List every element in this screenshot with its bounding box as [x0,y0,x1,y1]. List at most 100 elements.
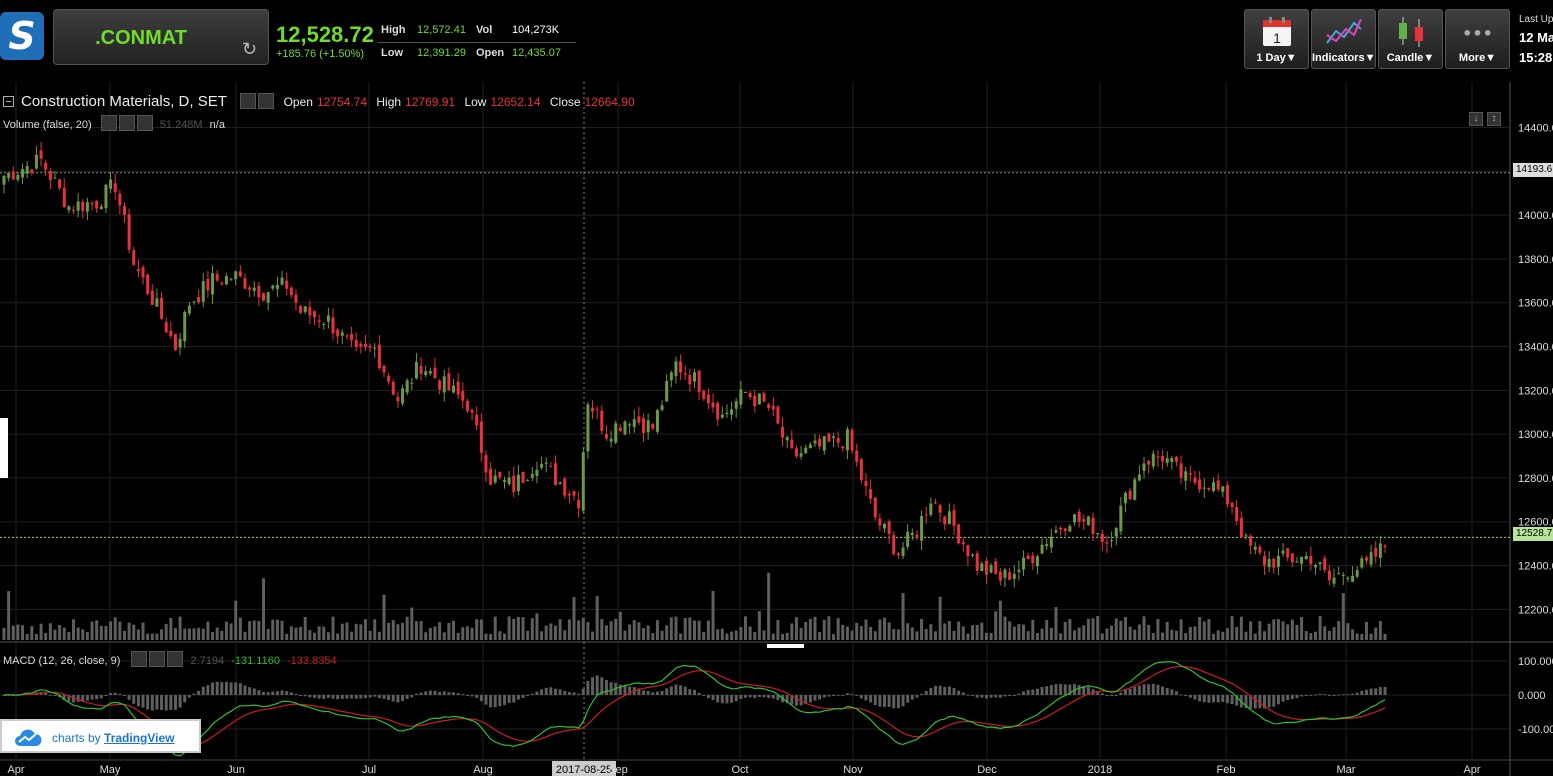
macd-histogram-bar [401,695,405,702]
macd-histogram-bar [1031,689,1035,695]
volume-bar [1258,621,1262,640]
candle-body [1068,526,1072,532]
macd-histogram-bar [859,695,863,699]
macd-histogram-bar [540,689,544,695]
macd-histogram-bar [275,691,279,695]
volume-bar [943,623,947,640]
volume-bar [688,617,692,640]
more-label: More▼ [1458,52,1497,64]
refresh-icon[interactable]: ↻ [242,39,258,59]
macd-histogram-bar [609,682,613,695]
volume-bar [502,633,506,640]
volume-bar [410,607,414,640]
volume-bar [804,621,808,640]
volume-bar [303,616,307,640]
eye-icon[interactable] [100,115,117,131]
more-button[interactable]: ••• More▼ [1445,9,1510,69]
close-icon[interactable] [136,115,153,131]
macd-histogram-bar [790,695,794,705]
macd-histogram-bar [660,690,664,695]
macd-histogram-bar [1323,694,1327,696]
volume-bar [1119,620,1123,640]
macd-histogram-bar [572,692,576,695]
settings-icon[interactable] [118,115,135,131]
macd-histogram-bar [743,695,747,698]
badge-link[interactable]: TradingView [104,731,175,745]
volume-bar [743,616,747,640]
macd-histogram-bar [1378,687,1382,695]
interval-button[interactable]: 1 1 Day▼ [1244,9,1309,69]
macd-histogram-bar [1026,690,1030,695]
macd-histogram-bar [776,695,780,701]
candle-body [600,410,604,431]
volume-bar [1147,624,1151,640]
macd-histogram-bar [558,689,562,695]
volume-bar [67,631,71,640]
candle-body [1300,556,1304,564]
settings-icon[interactable] [258,93,275,109]
collapse-pane-icon[interactable] [3,96,14,107]
volume-bar [252,620,256,640]
macd-histogram-bar [2,695,6,696]
candle-body [1327,570,1331,581]
candle-body [396,396,400,402]
candle-body [150,290,154,305]
volume-bar [1378,621,1382,640]
move-down-icon[interactable]: ↓ [1469,112,1483,126]
eye-icon[interactable] [240,93,257,109]
symbol-selector[interactable]: .CONMAT ↻ [53,9,269,65]
macd-histogram-bar [720,695,724,704]
settings-icon[interactable] [149,651,166,667]
macd-histogram-bar [734,695,738,702]
eye-icon[interactable] [131,651,148,667]
macd-histogram-bar [1110,695,1114,696]
volume-bar [660,630,664,640]
candle-body [76,201,80,211]
candle-body [614,423,618,443]
price-chart[interactable]: 14400.0014200.0014000.0013800.0013600.00… [0,82,1553,776]
volume-bar [414,621,418,640]
macd-histogram-bar [642,690,646,695]
app-logo[interactable]: S [0,12,44,60]
volume-bar [1346,623,1350,640]
chart-type-button[interactable]: Candle▼ [1378,9,1443,69]
volume-bar [173,628,177,640]
candle-body [1286,548,1290,558]
side-panel-toggle[interactable] [0,418,8,478]
time-tick-label: Feb [1217,764,1236,776]
candle-body [238,271,242,276]
close-icon[interactable] [167,651,184,667]
volume-bar [753,631,757,640]
macd-histogram-bar [920,693,924,695]
volume-bar [1063,621,1067,640]
candle-body [1216,480,1220,490]
tradingview-badge[interactable]: charts by TradingView [0,719,201,753]
indicators-button[interactable]: Indicators▼ [1311,9,1376,69]
candle-body [1049,536,1053,548]
candle-body [859,459,863,481]
macd-histogram-bar [1100,693,1104,695]
candle-body [896,553,900,555]
candle-body [660,405,664,411]
volume-bar [1351,629,1355,640]
macd-histogram-bar [424,691,428,695]
candle-body [586,404,590,452]
volume-bar [1142,616,1146,640]
volume-bar [1082,625,1086,640]
maximize-icon[interactable]: ↕ [1487,112,1501,126]
macd-histogram-bar [887,695,891,708]
macd-histogram-bar [711,695,715,701]
macd-histogram-bar [99,695,103,699]
volume-bar [433,626,437,640]
macd-histogram-bar [215,681,219,695]
macd-histogram-bar [716,695,720,703]
volume-bar [326,632,330,640]
candle-body [363,344,367,348]
candle-body [1188,473,1192,475]
candle-body [604,434,608,439]
volume-bar [16,624,20,640]
candle-body [702,390,706,399]
time-scroll-handle[interactable] [767,644,804,648]
volume-bar [76,627,80,640]
volume-bar [725,633,729,640]
